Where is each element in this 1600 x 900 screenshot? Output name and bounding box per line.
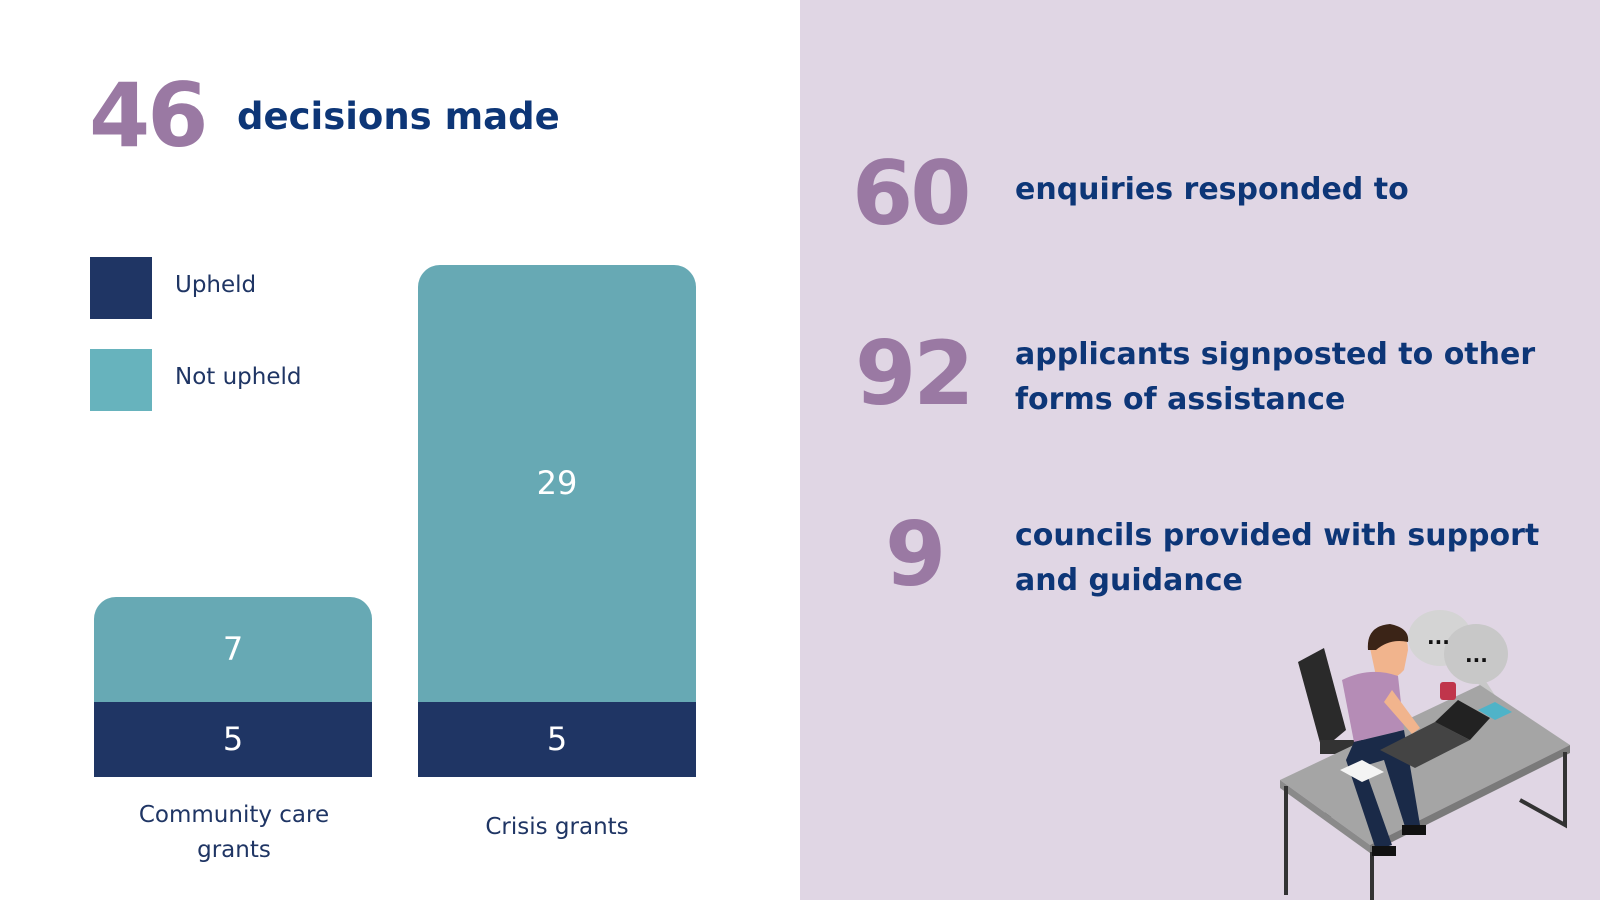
category-label: Community care grants	[138, 802, 330, 863]
headline-number: 46	[89, 64, 208, 167]
bar-upheld-crisis	[418, 702, 696, 777]
chart-panel: 46 decisions made Upheld Not upheld 5 7 Co…	[89, 64, 696, 863]
speech-text-2: ...	[1465, 643, 1488, 667]
bar-value-label: 5	[222, 719, 244, 758]
bar-value-label: 7	[222, 629, 244, 668]
stats-panel: 60 enquiries responded to 92 applicants …	[800, 0, 1600, 900]
stat-text-councils: councils provided with support and guida…	[1015, 518, 1540, 598]
bar-value-label: 5	[546, 719, 568, 758]
bar-upheld-community-care	[94, 702, 372, 777]
stat-number-councils: 9	[885, 503, 946, 606]
stat-number-signposted: 92	[855, 322, 974, 425]
bar-not-upheld-community-care	[94, 597, 372, 702]
headline-text: decisions made	[237, 95, 560, 138]
bar-value-label: 29	[536, 463, 578, 502]
legend-swatch-upheld	[90, 257, 152, 319]
legend-swatch-not-upheld	[90, 349, 152, 411]
stat-text-signposted: applicants signposted to other forms of …	[1015, 337, 1536, 417]
legend-label-upheld: Upheld	[175, 272, 257, 298]
bar-not-upheld-crisis	[418, 265, 696, 702]
category-label: Crisis grants	[485, 814, 629, 840]
stat-text-enquiries: enquiries responded to	[1015, 172, 1409, 207]
person-at-desk-icon: ... ...	[1280, 610, 1570, 900]
legend-label-not-upheld: Not upheld	[175, 364, 302, 390]
stat-number-enquiries: 60	[852, 142, 971, 245]
speech-text-1: ...	[1427, 625, 1450, 649]
